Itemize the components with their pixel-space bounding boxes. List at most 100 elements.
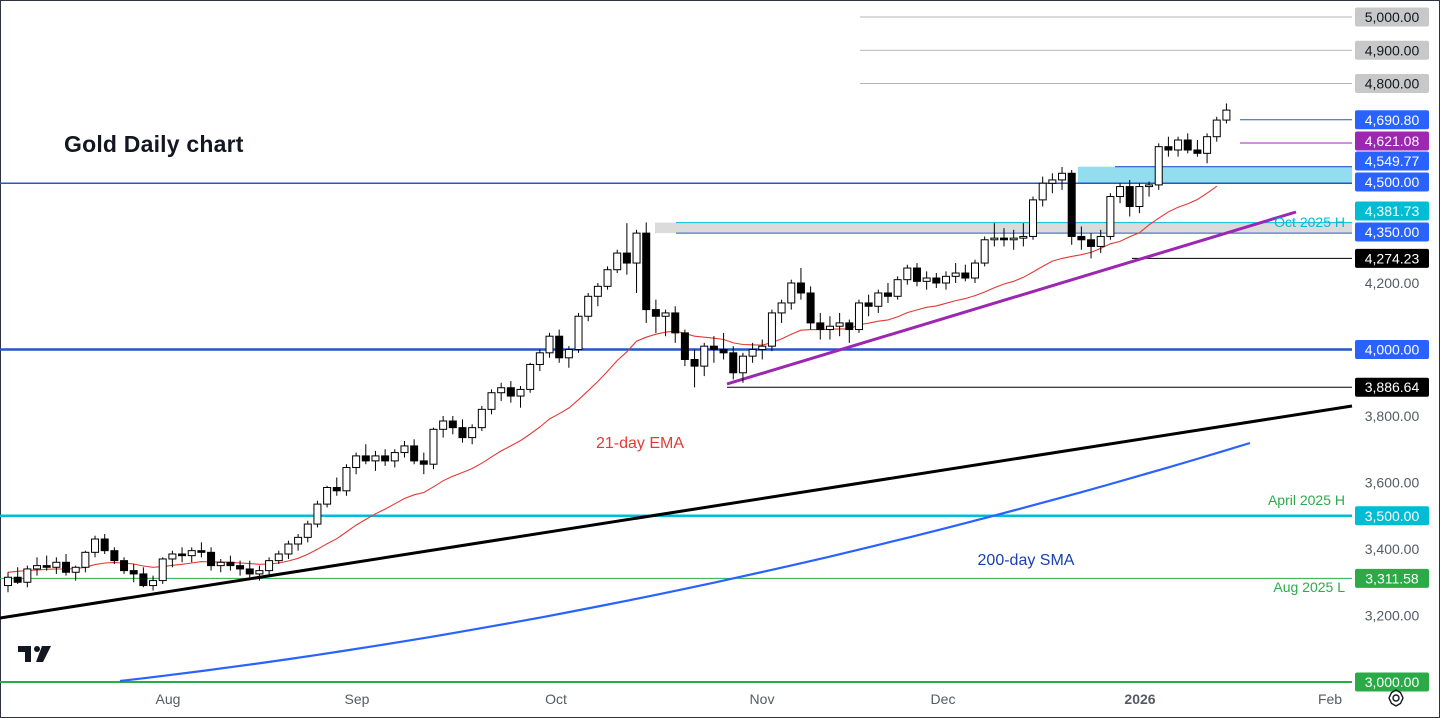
- candle[interactable]: [845, 319, 854, 343]
- candle[interactable]: [700, 342, 709, 377]
- candle[interactable]: [961, 264, 970, 282]
- candle[interactable]: [526, 362, 535, 393]
- candle[interactable]: [1106, 193, 1115, 240]
- candle[interactable]: [1174, 136, 1183, 157]
- candle[interactable]: [1222, 103, 1231, 124]
- candle[interactable]: [912, 263, 921, 287]
- candle[interactable]: [497, 382, 506, 402]
- candle[interactable]: [1019, 223, 1028, 247]
- candle[interactable]: [932, 273, 941, 288]
- candle[interactable]: [323, 485, 332, 508]
- tradingview-logo[interactable]: [16, 642, 56, 671]
- candle[interactable]: [719, 332, 728, 360]
- candle[interactable]: [71, 565, 80, 581]
- candle[interactable]: [216, 558, 225, 573]
- candle[interactable]: [477, 406, 486, 431]
- candle[interactable]: [226, 555, 235, 571]
- candle[interactable]: [313, 500, 322, 528]
- candle[interactable]: [1212, 116, 1221, 142]
- candle[interactable]: [487, 389, 496, 415]
- candle[interactable]: [294, 534, 303, 551]
- candle[interactable]: [458, 419, 467, 443]
- candle[interactable]: [738, 352, 747, 383]
- candle[interactable]: [410, 439, 419, 465]
- candle[interactable]: [651, 299, 660, 333]
- candle[interactable]: [680, 329, 689, 367]
- candle[interactable]: [642, 222, 651, 323]
- candle[interactable]: [81, 550, 90, 573]
- candle[interactable]: [197, 542, 206, 558]
- candle[interactable]: [1193, 140, 1202, 157]
- candle[interactable]: [1096, 229, 1105, 254]
- candle[interactable]: [729, 346, 738, 380]
- candle[interactable]: [622, 223, 631, 275]
- candle[interactable]: [709, 336, 718, 363]
- candle[interactable]: [390, 449, 399, 468]
- candle[interactable]: [661, 309, 670, 337]
- candle[interactable]: [342, 464, 351, 496]
- candle[interactable]: [245, 560, 254, 578]
- candle[interactable]: [448, 416, 457, 435]
- candle[interactable]: [158, 557, 167, 584]
- candle[interactable]: [883, 283, 892, 303]
- candle[interactable]: [835, 312, 844, 337]
- candle[interactable]: [187, 547, 196, 563]
- candle[interactable]: [922, 271, 931, 290]
- candle[interactable]: [603, 266, 612, 290]
- candle[interactable]: [1038, 176, 1047, 207]
- candle[interactable]: [893, 276, 902, 300]
- candle[interactable]: [816, 312, 825, 340]
- candle[interactable]: [1203, 133, 1212, 164]
- candle[interactable]: [574, 312, 583, 353]
- candle[interactable]: [1009, 229, 1018, 250]
- candle[interactable]: [100, 534, 109, 554]
- candle[interactable]: [1145, 181, 1154, 197]
- candle[interactable]: [758, 339, 767, 360]
- candle[interactable]: [274, 550, 283, 564]
- candle[interactable]: [207, 547, 216, 571]
- candle[interactable]: [168, 550, 177, 568]
- candle[interactable]: [91, 535, 100, 558]
- candle[interactable]: [535, 349, 544, 372]
- candle[interactable]: [52, 557, 61, 574]
- candle[interactable]: [874, 289, 883, 313]
- candle[interactable]: [284, 540, 293, 559]
- candle[interactable]: [545, 332, 554, 358]
- candle[interactable]: [787, 279, 796, 310]
- candle[interactable]: [255, 565, 264, 581]
- candle[interactable]: [4, 572, 12, 593]
- candle[interactable]: [584, 292, 593, 322]
- candle[interactable]: [671, 306, 680, 343]
- candle[interactable]: [564, 346, 573, 368]
- candle[interactable]: [506, 381, 515, 403]
- candle[interactable]: [593, 283, 602, 307]
- candle[interactable]: [236, 560, 245, 576]
- candle[interactable]: [419, 452, 428, 475]
- candle[interactable]: [352, 452, 361, 475]
- candle[interactable]: [951, 263, 960, 283]
- candle[interactable]: [178, 547, 187, 563]
- candle[interactable]: [903, 264, 912, 285]
- candle[interactable]: [767, 309, 776, 352]
- candle[interactable]: [777, 299, 786, 323]
- candle[interactable]: [1087, 233, 1096, 259]
- candle[interactable]: [748, 342, 757, 363]
- candle[interactable]: [468, 424, 477, 445]
- candle[interactable]: [33, 557, 42, 576]
- candle[interactable]: [1164, 136, 1173, 157]
- candle[interactable]: [516, 386, 525, 408]
- candle[interactable]: [110, 547, 119, 564]
- candle[interactable]: [149, 575, 158, 591]
- candle[interactable]: [613, 249, 622, 274]
- settings-gear-icon[interactable]: [1386, 688, 1406, 708]
- candle[interactable]: [1135, 183, 1144, 214]
- candle[interactable]: [1029, 196, 1038, 240]
- candle[interactable]: [361, 444, 370, 465]
- candle[interactable]: [1067, 169, 1076, 245]
- candle[interactable]: [13, 567, 22, 584]
- candle[interactable]: [864, 294, 873, 317]
- candle[interactable]: [1077, 226, 1086, 250]
- candle[interactable]: [1000, 228, 1009, 247]
- candle[interactable]: [796, 268, 805, 300]
